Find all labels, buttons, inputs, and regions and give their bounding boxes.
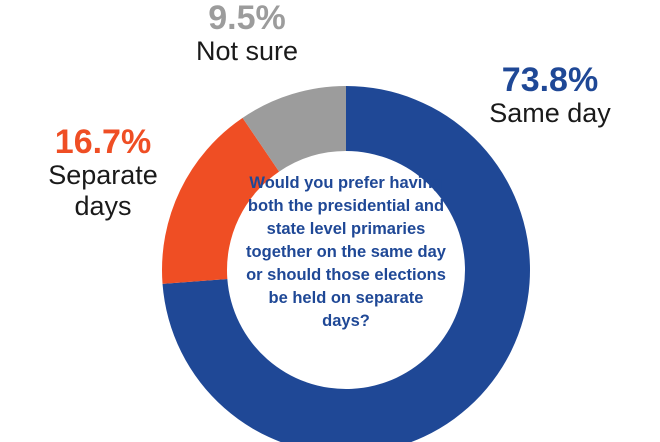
- value-label: 73.8%: [501, 61, 599, 99]
- slice-label: 16.7% Separate days: [28, 124, 178, 222]
- value-label: 9.5%: [208, 0, 286, 37]
- category-label: Not sure: [195, 36, 299, 66]
- category-label: Separate days: [48, 160, 158, 221]
- donut-slice: [162, 86, 530, 442]
- donut-slice: [242, 86, 346, 172]
- value-label: 16.7%: [54, 123, 152, 161]
- slice-label: 73.8% Same day: [470, 62, 630, 129]
- category-label: Same day: [489, 98, 611, 128]
- slice-label: 9.5% Not sure: [172, 0, 322, 67]
- donut-slice: [162, 117, 280, 284]
- chart-title: Would you prefer having both the preside…: [246, 174, 446, 330]
